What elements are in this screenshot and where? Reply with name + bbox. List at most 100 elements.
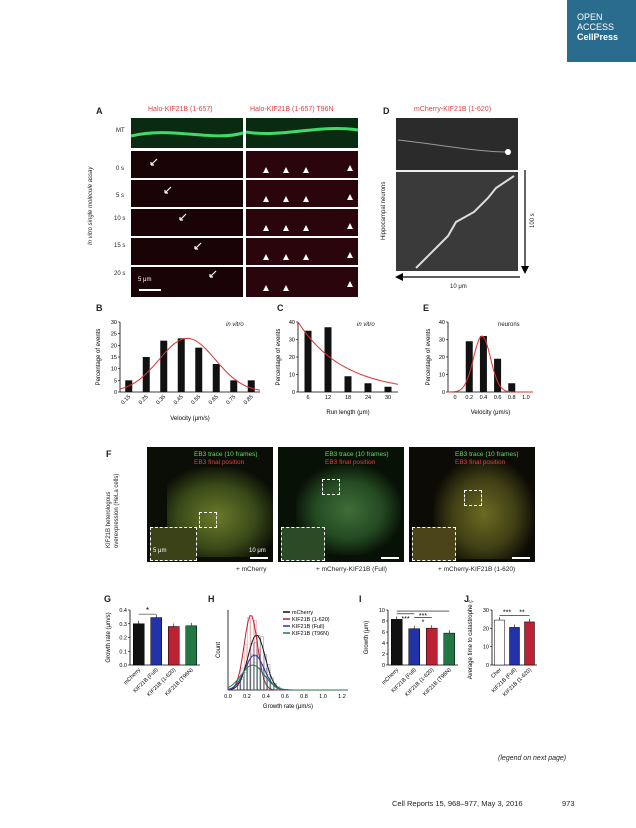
sig-label: ***: [419, 613, 427, 620]
bar: [391, 619, 403, 666]
y-tick-label: 30: [289, 338, 295, 344]
y-tick-label: 0.2: [119, 636, 127, 642]
hist-bar: [263, 676, 267, 691]
y-tick-label: 30: [483, 608, 489, 614]
hist-bar: [267, 678, 271, 691]
microtubule-image: [130, 126, 359, 138]
bar: [465, 341, 473, 392]
y-tick-label: 25: [111, 332, 117, 338]
badge-line1: OPEN: [577, 12, 603, 22]
panel-f-side1: KIF21B heterologous: [106, 491, 112, 548]
time-10s: 10 s: [114, 216, 126, 222]
bar: [230, 380, 238, 392]
f1-final-label: EB3 final position: [194, 459, 245, 466]
y-axis-label: Percentage of events: [96, 329, 102, 386]
panel-a-mt-label: MT: [116, 128, 125, 134]
panel-a-col2: Halo-KIF21B (1-657) T96N: [250, 106, 334, 113]
hist-bar: [273, 685, 277, 691]
y-tick-label: 0.4: [119, 608, 127, 614]
y-tick-label: 5: [114, 378, 117, 384]
y-tick-label: 10: [111, 367, 117, 373]
hist-bar: [247, 669, 251, 691]
bar: [494, 619, 505, 666]
bar: [133, 623, 145, 666]
open-access-badge: OPEN ACCESS CellPress: [567, 0, 636, 62]
hist-bar: [250, 665, 254, 691]
f-inset-scale: 5 μm: [153, 548, 167, 554]
y-tick-label: 30: [111, 320, 117, 326]
bar: [195, 347, 203, 392]
y-tick-label: 4: [382, 641, 385, 647]
y-tick-label: 10: [289, 373, 295, 379]
hist-bar: [270, 681, 274, 691]
hist-bar: [247, 659, 251, 691]
hist-bar: [237, 678, 241, 691]
y-tick-label: 0: [292, 390, 295, 396]
y-axis-label: Percentage of events: [426, 329, 432, 386]
x-tick-label: 0.8: [300, 694, 308, 700]
panel-f-label: F: [106, 449, 112, 459]
y-tick-label: 0: [382, 663, 385, 669]
panel-g-label: G: [104, 594, 112, 604]
x-tick-label: 0.4: [262, 694, 270, 700]
f2-trace-label: EB3 trace (10 frames): [325, 451, 389, 458]
density-curve: [227, 654, 348, 691]
hist-bar: [257, 635, 261, 691]
page-number: 973: [562, 799, 575, 808]
panel-a-scale: 5 μm: [138, 277, 152, 283]
y-tick-label: 20: [483, 626, 489, 632]
chart-h: 0.0 0.2 0.4 0.6 0.8 1.0 1.2 Growth rate (μm/s) C…: [216, 610, 348, 710]
panel-b-tag: in vitro: [226, 322, 244, 328]
x-axis-label: Velocity (μm/s): [471, 410, 510, 416]
x-tick-label: 0.6: [281, 694, 289, 700]
x-tick-label: 0.45: [173, 394, 185, 406]
x-tick-label: Cher: [490, 667, 503, 680]
legend-label: mCherry: [292, 610, 313, 616]
hela-image-1-620: [409, 447, 535, 562]
bar: [408, 628, 420, 666]
y-tick-label: 0: [114, 390, 117, 396]
bar: [247, 380, 255, 392]
y-tick-label: 10: [379, 608, 385, 614]
time-0s: 0 s: [116, 166, 125, 172]
bar: [142, 357, 150, 392]
x-axis-label: Run length (μm): [326, 410, 369, 416]
x-tick-label: 6: [306, 395, 309, 401]
kymograph-image: [396, 118, 518, 271]
panel-d-dist: 10 μm: [450, 284, 467, 290]
sig-label: ***: [503, 610, 511, 617]
hela-image-full: [278, 447, 404, 562]
y-tick-label: 20: [111, 343, 117, 349]
panel-a-label: A: [96, 106, 103, 116]
x-tick-label: 0.65: [208, 394, 220, 406]
y-tick-label: 2: [382, 652, 385, 658]
hist-bar: [243, 668, 247, 691]
panel-c-label: C: [277, 303, 284, 313]
fit-curve: [119, 337, 261, 391]
bar: [443, 632, 455, 666]
panel-h-label: H: [208, 594, 215, 604]
bar: [324, 327, 332, 392]
fit-curve: [297, 321, 399, 385]
x-tick-label: 0.6: [494, 395, 502, 401]
legend-label: KIF21B (Full): [292, 624, 325, 630]
x-tick-label: 0.55: [190, 394, 202, 406]
legend-note: (legend on next page): [498, 755, 567, 762]
cellpress-logo: CellPress: [577, 32, 619, 42]
bar: [479, 336, 487, 392]
hist-bar: [257, 668, 261, 691]
x-tick-label: 0.25: [138, 394, 150, 406]
f3-trace-label: EB3 trace (10 frames): [455, 451, 519, 458]
y-axis-label: Growth (μm): [364, 621, 370, 654]
f2-final-label: EB3 final position: [325, 459, 376, 466]
bar: [509, 627, 520, 666]
panel-e-tag: neurons: [498, 322, 520, 328]
bar: [304, 330, 312, 392]
hist-bar: [277, 687, 281, 691]
x-tick-label: 12: [325, 395, 331, 401]
x-tick-label: 0.75: [225, 394, 237, 406]
bar: [524, 621, 535, 666]
bar: [212, 364, 220, 392]
hist-bar: [240, 679, 244, 691]
